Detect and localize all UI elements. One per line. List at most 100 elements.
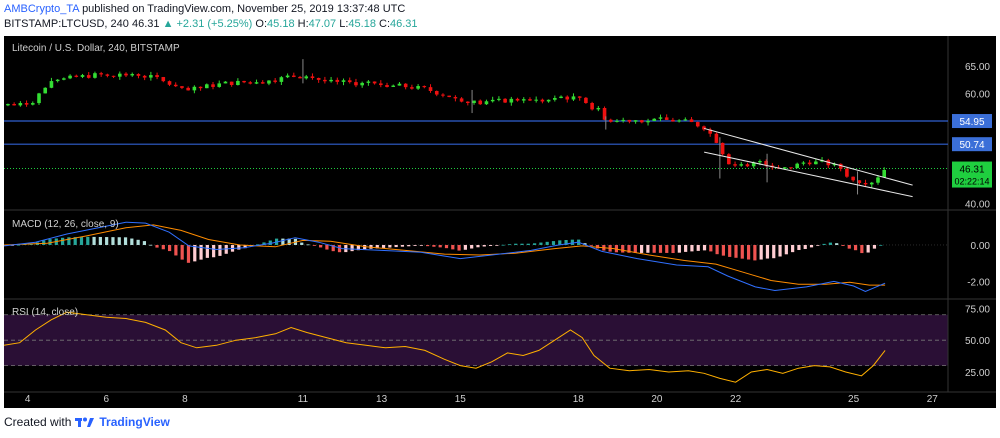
macd-histogram-bar — [740, 244, 744, 259]
candle-down — [142, 75, 147, 78]
time-tick-label: 4 — [25, 394, 31, 405]
macd-histogram-bar — [564, 240, 568, 245]
candle-up — [534, 99, 538, 101]
candle-up — [615, 120, 619, 122]
candle-down — [807, 162, 812, 165]
candle-down — [453, 97, 458, 99]
macd-histogram-bar — [665, 244, 669, 253]
macd-histogram-bar — [791, 244, 795, 253]
macd-histogram-bar — [136, 239, 140, 245]
macd-histogram-bar — [822, 243, 826, 245]
macd-histogram-bar — [621, 244, 625, 253]
macd-histogram-bar — [778, 244, 782, 257]
macd-histogram-bar — [690, 244, 694, 252]
macd-histogram-bar — [237, 244, 241, 250]
candle-up — [596, 108, 601, 110]
candle-down — [335, 79, 340, 82]
macd-histogram-bar — [709, 244, 713, 252]
macd-histogram-bar — [111, 237, 115, 245]
candle-down — [838, 163, 843, 169]
candle-up — [751, 162, 756, 167]
macd-histogram-bar — [375, 244, 379, 249]
macd-histogram-bar — [728, 244, 732, 257]
candle-up — [683, 119, 688, 121]
candle-down — [503, 98, 507, 103]
macd-histogram-bar — [281, 238, 285, 245]
candle-down — [111, 75, 116, 77]
macd-histogram-bar — [835, 243, 839, 245]
candle-up — [18, 103, 23, 106]
candle-down — [74, 75, 79, 77]
macd-histogram-bar — [161, 244, 165, 250]
macd-histogram-bar — [16, 244, 21, 246]
macd-histogram-bar — [444, 244, 449, 249]
macd-histogram-bar — [268, 240, 272, 245]
macd-histogram-bar — [186, 244, 191, 263]
candle-down — [292, 75, 296, 77]
published-text: published on TradingView.com, November 2… — [82, 3, 406, 15]
macd-histogram-bar — [476, 244, 480, 248]
candle-down — [198, 86, 203, 89]
price-pane-title: Litecoin / U.S. Dollar, 240, BITSTAMP — [12, 43, 180, 54]
macd-histogram-bar — [520, 243, 524, 245]
time-tick-label: 22 — [730, 394, 742, 405]
macd-histogram-bar — [583, 243, 587, 245]
macd-histogram-bar — [677, 244, 681, 253]
macd-histogram-bar — [627, 244, 631, 253]
candle-up — [521, 99, 526, 101]
candle-up — [43, 87, 48, 94]
candle-down — [99, 73, 103, 75]
candle-down — [434, 91, 439, 95]
candle-down — [180, 86, 184, 88]
close-value: 46.31 — [390, 18, 418, 30]
candle-down — [745, 164, 750, 167]
macd-histogram-bar — [457, 244, 461, 251]
tradingview-brand[interactable]: TradingView — [99, 415, 170, 429]
publish-info: AMBCrypto_TA published on TradingView.co… — [4, 3, 405, 15]
macd-histogram-bar — [174, 244, 178, 256]
macd-histogram-bar — [419, 244, 423, 246]
macd-histogram-bar — [388, 244, 392, 248]
time-tick-label: 25 — [848, 394, 860, 405]
macd-histogram-bar — [633, 244, 637, 253]
macd-histogram-bar — [400, 244, 405, 247]
author-link[interactable]: AMBCrypto_TA — [4, 3, 79, 15]
candle-down — [428, 87, 433, 92]
macd-histogram-bar — [86, 236, 90, 245]
rsi-line — [3, 311, 886, 383]
time-tick-label: 20 — [651, 394, 663, 405]
macd-histogram-bar — [199, 244, 203, 260]
candle-down — [727, 154, 731, 165]
macd-histogram-bar — [212, 244, 216, 258]
countdown-label: 02:22:14 — [954, 177, 989, 187]
candle-up — [80, 75, 85, 77]
candle-down — [689, 119, 694, 123]
macd-histogram-bar — [262, 242, 266, 245]
candle-up — [366, 81, 371, 83]
candle-down — [515, 98, 520, 101]
open-label: O: — [255, 18, 268, 30]
macd-tick-label: -2.00 — [967, 277, 990, 288]
candle-down — [708, 129, 712, 134]
candle-up — [652, 118, 657, 122]
candle-down — [627, 119, 632, 122]
macd-histogram-bar — [746, 244, 751, 260]
macd-histogram-bar — [432, 244, 436, 247]
candle-down — [403, 83, 408, 88]
macd-histogram-bar — [652, 244, 656, 253]
macd-histogram-bar — [167, 244, 172, 252]
candle-down — [379, 83, 383, 86]
candle-down — [316, 77, 321, 80]
candle-down — [310, 76, 315, 78]
candle-down — [447, 95, 451, 98]
candle-up — [62, 78, 66, 80]
macd-histogram-bar — [772, 244, 776, 259]
candle-up — [304, 76, 309, 79]
macd-line — [3, 221, 886, 292]
candle-down — [161, 77, 166, 82]
current-price-label: 46.31 — [959, 165, 984, 176]
close-label: C: — [379, 18, 390, 30]
macd-histogram-bar — [753, 244, 757, 261]
time-tick-label: 8 — [182, 394, 188, 405]
